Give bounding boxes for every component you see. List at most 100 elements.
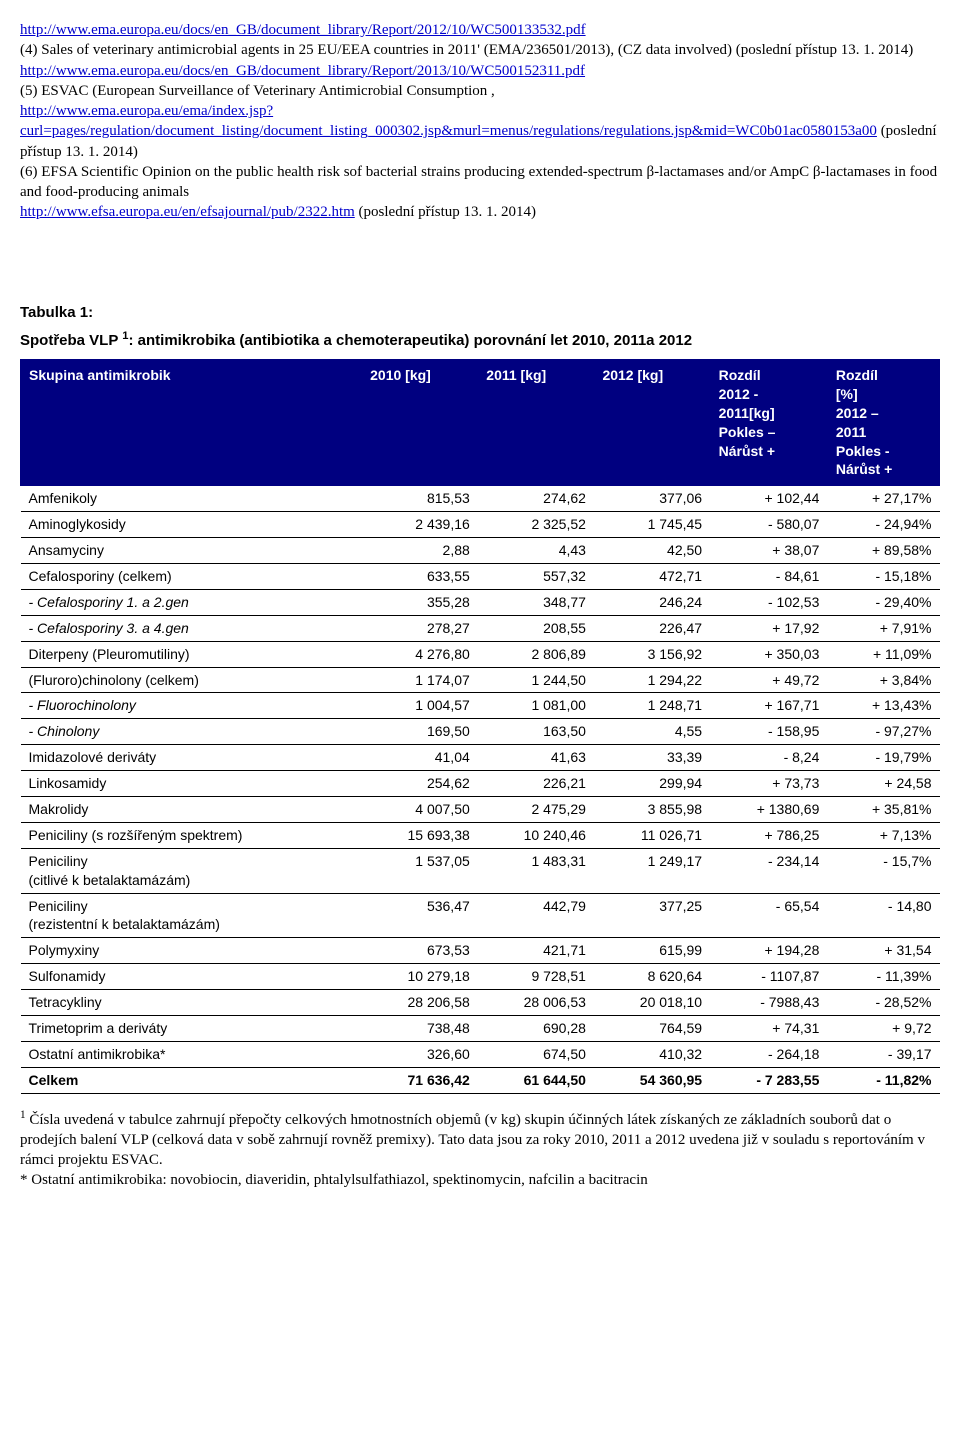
row-value: 442,79: [478, 893, 594, 938]
table-row: Peniciliny (rezistentní k betalaktamázám…: [21, 893, 940, 938]
row-value: - 7988,43: [710, 990, 827, 1016]
ref5-link1[interactable]: http://www.ema.europa.eu/ema/index.jsp?c…: [20, 103, 877, 139]
row-value: - 28,52%: [827, 990, 939, 1016]
row-name: (Fluroro)chinolony (celkem): [21, 667, 362, 693]
row-value: 410,32: [594, 1041, 710, 1067]
table1-h4: Rozdíl 2012 - 2011[kg] Pokles – Nárůst +: [710, 360, 827, 486]
row-value: 226,47: [594, 615, 710, 641]
row-name: - Fluorochinolony: [21, 693, 362, 719]
row-value: - 264,18: [710, 1041, 827, 1067]
row-value: - 65,54: [710, 893, 827, 938]
table-row: Cefalosporiny (celkem)633,55557,32472,71…: [21, 564, 940, 590]
table-row: Sulfonamidy10 279,189 728,518 620,64- 11…: [21, 964, 940, 990]
row-value: 348,77: [478, 589, 594, 615]
row-value: + 3,84%: [827, 667, 939, 693]
row-value: 2 475,29: [478, 797, 594, 823]
references-block: http://www.ema.europa.eu/docs/en_GB/docu…: [20, 20, 940, 223]
row-value: 11 026,71: [594, 822, 710, 848]
row-value: 815,53: [362, 486, 478, 512]
table-row: Diterpeny (Pleuromutiliny)4 276,802 806,…: [21, 641, 940, 667]
row-value: 421,71: [478, 938, 594, 964]
row-name: Ostatní antimikrobika*: [21, 1041, 362, 1067]
table1-subtitle-pre: Spotřeba VLP: [20, 332, 122, 349]
row-value: 1 248,71: [594, 693, 710, 719]
row-name: Trimetoprim a deriváty: [21, 1016, 362, 1042]
row-value: - 15,7%: [827, 848, 939, 893]
table-row: Celkem71 636,4261 644,5054 360,95- 7 283…: [21, 1067, 940, 1093]
row-value: + 102,44: [710, 486, 827, 512]
row-value: 33,39: [594, 745, 710, 771]
table-row: - Chinolony169,50163,504,55- 158,95- 97,…: [21, 719, 940, 745]
row-value: 1 174,07: [362, 667, 478, 693]
row-value: - 580,07: [710, 512, 827, 538]
ref4-text1: Sales of veterinary antimicrobial agents…: [38, 42, 914, 58]
table1-subtitle-post: : antimikrobika (antibiotika a chemotera…: [129, 332, 693, 349]
table-row: Ostatní antimikrobika*326,60674,50410,32…: [21, 1041, 940, 1067]
row-value: 1 294,22: [594, 667, 710, 693]
row-name: Ansamyciny: [21, 538, 362, 564]
row-value: 674,50: [478, 1041, 594, 1067]
row-value: + 49,72: [710, 667, 827, 693]
ref6-text2: (poslední přístup 13. 1. 2014): [355, 204, 536, 220]
ref6-link1[interactable]: http://www.efsa.europa.eu/en/efsajournal…: [20, 204, 355, 220]
row-name: Peniciliny (citlivé k betalaktamázám): [21, 848, 362, 893]
row-name: Peniciliny (rezistentní k betalaktamázám…: [21, 893, 362, 938]
row-value: 326,60: [362, 1041, 478, 1067]
row-value: - 29,40%: [827, 589, 939, 615]
row-value: 1 537,05: [362, 848, 478, 893]
row-value: 4 276,80: [362, 641, 478, 667]
table1-h1: 2010 [kg]: [362, 360, 478, 486]
row-value: + 7,91%: [827, 615, 939, 641]
row-value: + 167,71: [710, 693, 827, 719]
row-value: 1 244,50: [478, 667, 594, 693]
ref4-link2[interactable]: http://www.ema.europa.eu/docs/en_GB/docu…: [20, 63, 585, 79]
row-value: 2 806,89: [478, 641, 594, 667]
ref5-label: (5): [20, 83, 38, 99]
row-value: - 15,18%: [827, 564, 939, 590]
row-value: 1 004,57: [362, 693, 478, 719]
row-value: 4,43: [478, 538, 594, 564]
table-row: Amfenikoly815,53274,62377,06+ 102,44+ 27…: [21, 486, 940, 512]
row-name: Linkosamidy: [21, 771, 362, 797]
row-value: + 74,31: [710, 1016, 827, 1042]
row-value: 274,62: [478, 486, 594, 512]
row-value: 472,71: [594, 564, 710, 590]
row-value: - 11,39%: [827, 964, 939, 990]
ref4-pre-link[interactable]: http://www.ema.europa.eu/docs/en_GB/docu…: [20, 22, 586, 38]
row-value: - 14,80: [827, 893, 939, 938]
row-value: + 786,25: [710, 822, 827, 848]
table-row: Imidazolové deriváty41,0441,6333,39- 8,2…: [21, 745, 940, 771]
row-value: 615,99: [594, 938, 710, 964]
row-value: 15 693,38: [362, 822, 478, 848]
table-row: Trimetoprim a deriváty738,48690,28764,59…: [21, 1016, 940, 1042]
row-name: Amfenikoly: [21, 486, 362, 512]
row-value: + 1380,69: [710, 797, 827, 823]
table-row: Ansamyciny2,884,4342,50+ 38,07+ 89,58%: [21, 538, 940, 564]
row-value: 278,27: [362, 615, 478, 641]
row-value: 10 240,46: [478, 822, 594, 848]
row-value: 20 018,10: [594, 990, 710, 1016]
row-value: 4 007,50: [362, 797, 478, 823]
row-name: Cefalosporiny (celkem): [21, 564, 362, 590]
row-value: 54 360,95: [594, 1067, 710, 1093]
table1-h2: 2011 [kg]: [478, 360, 594, 486]
table-row: Polymyxiny673,53421,71615,99+ 194,28+ 31…: [21, 938, 940, 964]
row-value: + 73,73: [710, 771, 827, 797]
row-value: 28 206,58: [362, 990, 478, 1016]
row-name: Celkem: [21, 1067, 362, 1093]
table-row: (Fluroro)chinolony (celkem)1 174,071 244…: [21, 667, 940, 693]
row-value: 208,55: [478, 615, 594, 641]
row-value: 690,28: [478, 1016, 594, 1042]
row-value: + 194,28: [710, 938, 827, 964]
row-value: - 84,61: [710, 564, 827, 590]
row-value: - 158,95: [710, 719, 827, 745]
row-name: Polymyxiny: [21, 938, 362, 964]
row-value: 41,63: [478, 745, 594, 771]
ref6-label: (6): [20, 164, 38, 180]
row-value: + 38,07: [710, 538, 827, 564]
row-value: 3 156,92: [594, 641, 710, 667]
row-name: Sulfonamidy: [21, 964, 362, 990]
table-row: Peniciliny (s rozšířeným spektrem)15 693…: [21, 822, 940, 848]
row-name: Peniciliny (s rozšířeným spektrem): [21, 822, 362, 848]
row-value: + 350,03: [710, 641, 827, 667]
